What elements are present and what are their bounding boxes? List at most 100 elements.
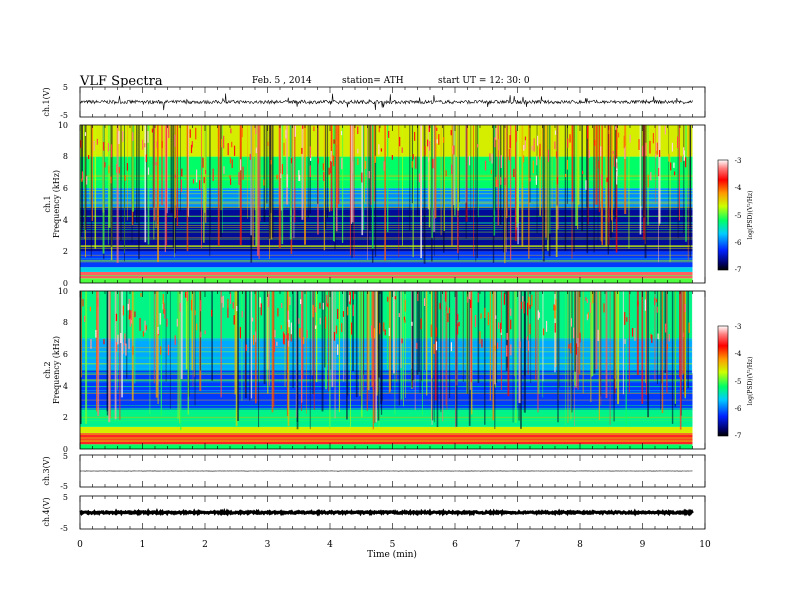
ch1-spectrogram-hf-speckle	[388, 130, 390, 138]
ch2-spectrogram-hf-speckle	[185, 292, 187, 298]
ch1-spectrogram-hf-speckle	[617, 132, 620, 138]
ch1-spectrogram-hf-speckle	[223, 135, 225, 149]
ch1-spectrogram-hf-speckle	[656, 142, 658, 155]
ch2-spectrogram-hf-speckle	[531, 294, 533, 307]
ch1-spectrogram-hf-speckle	[174, 134, 176, 147]
ch1-spectrogram-hf-speckle	[110, 176, 112, 184]
ch1-spectrogram-hf-speckle	[535, 175, 537, 185]
ch1-spectrogram-hf-speckle	[86, 176, 88, 185]
ch2-spectrogram-hf-speckle	[290, 330, 292, 342]
ch2-spectrogram-hf-speckle	[497, 322, 500, 329]
ch2-spectrogram-hf-speckle	[259, 297, 261, 308]
ch2-spectrogram-hf-speckle	[129, 309, 131, 320]
ch2-spectrogram-hf-speckle	[90, 339, 92, 349]
ch2-spectrogram-hf-speckle	[403, 316, 406, 321]
ch1-spectrogram-hf-speckle	[399, 136, 401, 147]
ch1-spectrogram-hf-speckle	[453, 145, 455, 155]
ch1-spectrogram-hf-speckle	[401, 147, 403, 153]
ch2-spectrogram-hf-speckle	[164, 308, 166, 319]
ch1-spectrogram-hf-speckle	[615, 126, 617, 130]
ch2-spectrogram-hf-speckle	[457, 313, 459, 321]
ch1-spectrogram-hf-speckle	[673, 171, 676, 176]
ch2-spectrogram-hf-speckle	[527, 340, 530, 351]
ch1-spectrogram-hf-speckle	[515, 130, 517, 142]
ch2-spectrogram-hf-speckle	[245, 344, 247, 351]
ch2-spectrogram-hf-speckle	[523, 301, 525, 314]
ch2-spectrogram-hf-speckle	[352, 291, 355, 300]
ch1-spectrogram-hf-speckle	[598, 160, 600, 169]
ch1-spectrogram-hf-speckle	[340, 130, 343, 136]
ch4-ytick-max: 5	[63, 493, 68, 502]
ch1-spectrogram-hf-speckle	[539, 143, 541, 157]
ch2-spectrogram-hf-speckle	[300, 299, 302, 305]
ch1-spectrogram-hf-speckle	[670, 162, 672, 171]
time-axis-label: Time (min)	[367, 549, 417, 560]
ch1-spectrogram-hf-speckle	[427, 139, 429, 147]
ch2-spectrogram-hf-speckle	[115, 313, 118, 322]
ch1-waveform-ylabel: ch.1(V)	[42, 87, 51, 116]
ch2-spectrogram-hf-speckle	[579, 332, 581, 343]
ch1-spectrogram-hf-speckle	[242, 166, 244, 180]
ch2-spectrogram-hf-speckle	[287, 310, 289, 323]
ch1-spectrogram-hf-speckle	[450, 130, 452, 136]
ch2-spectrogram-hf-speckle	[417, 292, 419, 301]
ch1-spectrogram-hf-speckle	[547, 149, 550, 163]
ch2-spectrogram-hf-speckle	[211, 309, 213, 317]
ch1-spectrogram-hf-speckle	[331, 154, 333, 161]
ch2-spectrogram-hf-speckle	[322, 302, 324, 310]
ch2-spectrogram-hf-speckle	[229, 292, 232, 304]
ch2-spectrogram-hf-speckle	[668, 334, 670, 342]
ch2-spectrogram-hf-speckle	[624, 312, 626, 325]
ch1-spectrogram-hf-speckle	[513, 168, 515, 178]
ch2-spectrogram-hf-speckle	[299, 328, 301, 339]
ch2-spectrogram-hf-speckle	[468, 292, 470, 300]
ch1-spectrogram-hf-speckle	[108, 165, 110, 174]
ch2-cbar-tick-5: -5	[735, 378, 742, 386]
ch2-ytick-0: 0	[63, 445, 68, 454]
ch2-cbar-tick-3: -3	[735, 323, 742, 331]
ch3-ytick-min: -5	[60, 482, 68, 491]
ch1-spectrogram-hf-speckle	[650, 172, 652, 181]
ch2-spectrogram-hf-speckle	[656, 306, 658, 313]
ch2-spectrogram-hf-speckle	[624, 339, 626, 344]
ch2-spectrogram-hf-speckle	[404, 299, 406, 312]
ch1-spectrogram-hf-speckle	[383, 161, 385, 171]
ch1-spectrogram-hf-speckle	[494, 137, 496, 148]
ch1-spectrogram-hf-speckle	[227, 143, 229, 156]
ch2-spectrogram-hf-speckle	[253, 335, 255, 345]
ch1-spectrogram-hf-speckle	[124, 175, 126, 181]
ch2-spectrogram-hf-speckle	[227, 298, 229, 309]
ch1-spectrogram-hf-speckle	[556, 176, 559, 185]
ch1-spectrogram-hf-speckle	[180, 179, 183, 192]
ch1-spectrogram-hf-speckle	[497, 126, 499, 134]
ch1-cbar-tick-3: -3	[735, 157, 742, 165]
ch1-spectrogram-hf-speckle	[411, 161, 413, 168]
ch1-spectrogram-hf-speckle	[255, 147, 257, 154]
time-tick-label-9: 9	[640, 540, 646, 550]
ch1-spectrogram-hf-speckle	[357, 158, 359, 165]
ch2-spectrogram-hf-speckle	[236, 305, 238, 312]
ch2-spectrogram-hf-speckle	[537, 310, 539, 320]
ch2-spectrogram-hf-speckle	[529, 323, 531, 335]
ch1-spectrogram-hf-speckle	[613, 155, 615, 167]
ch1-spectrogram-hf-speckle	[655, 142, 658, 151]
ch2-spectrogram-hf-speckle	[398, 313, 400, 318]
ch2-spectrogram-hf-speckle	[239, 326, 241, 339]
ch2-spectrogram-hf-speckle	[273, 339, 276, 352]
ch1-spectrogram-hf-speckle	[88, 155, 90, 160]
ch1-spectrogram-hf-speckle	[229, 175, 231, 179]
ch2-spectrogram-hf-speckle	[128, 298, 130, 310]
ch2-spectrogram-hf-speckle	[650, 333, 652, 339]
ch2-spectrogram-hf-speckle	[347, 306, 349, 316]
ch2-spectrogram-hf-speckle	[267, 294, 270, 307]
ch1-spectrogram-hf-speckle	[452, 145, 454, 155]
ch2-spectrogram-hf-speckle	[342, 311, 345, 317]
ch1-spectrogram-hf-speckle	[554, 141, 556, 150]
ch2-spectrogram-hf-speckle	[288, 319, 290, 328]
ch1-spectrogram-hf-speckle	[283, 142, 285, 156]
ch1-spectrogram-hf-speckle	[412, 154, 414, 160]
ch2-spectrogram-hf-speckle	[103, 339, 105, 345]
ch2-spectrogram-hf-speckle	[232, 302, 234, 309]
ch2-spectrogram-hf-speckle	[241, 310, 243, 318]
ch2-spectrogram-hf-speckle	[233, 315, 235, 325]
